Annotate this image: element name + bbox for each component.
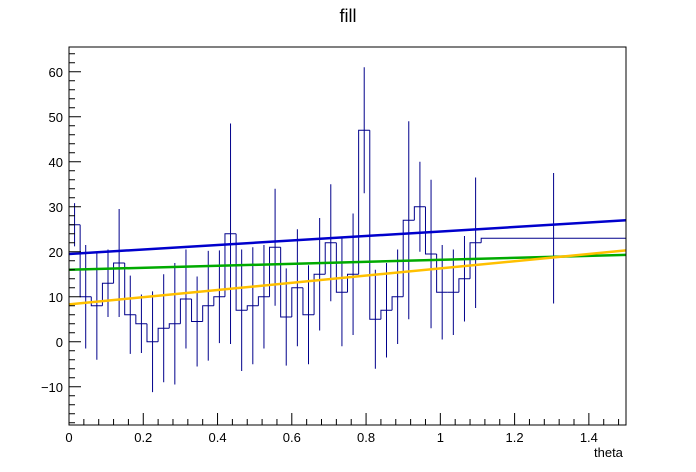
histogram-bin	[224, 233, 237, 297]
histogram-bin	[313, 273, 326, 315]
x-tick-label: 0	[65, 430, 72, 445]
histogram-bin	[101, 282, 114, 306]
x-tick-label: 1	[437, 430, 444, 445]
fit-line-2	[68, 253, 627, 271]
y-tick-label: 40	[49, 155, 63, 170]
histogram-bin	[168, 323, 181, 329]
histogram-bin	[369, 130, 381, 320]
y-tick-label: −10	[41, 380, 63, 395]
chart-title: fill	[339, 6, 357, 26]
histogram-bin	[135, 314, 147, 325]
histogram-bin	[146, 323, 159, 343]
histogram-bin	[90, 296, 103, 307]
histogram-bin	[302, 287, 315, 316]
y-tick-label: 20	[49, 245, 63, 260]
x-tick-label: 1.4	[580, 430, 598, 445]
histogram-bin	[424, 206, 437, 255]
histogram-bin	[380, 309, 393, 320]
histogram-bin	[291, 287, 303, 317]
histogram-bin	[480, 237, 626, 243]
histogram-bin	[213, 296, 225, 306]
x-tick-label: 0.8	[357, 430, 375, 445]
y-tick-label: 10	[49, 290, 63, 305]
plot-frame	[68, 46, 627, 426]
fit-line-layer	[68, 219, 627, 306]
histogram-bin	[179, 298, 192, 324]
histogram-bin	[280, 247, 292, 318]
histogram-bin	[246, 305, 259, 311]
histogram-bin	[157, 327, 170, 342]
histogram-bin	[113, 262, 125, 284]
histogram-bin	[458, 278, 471, 293]
x-tick-label: 0.4	[208, 430, 226, 445]
histogram-bin	[391, 296, 404, 311]
histogram-bin	[347, 273, 359, 293]
histogram-bin	[202, 305, 214, 322]
fit-line-3	[68, 249, 627, 306]
y-tick-label: 30	[49, 200, 63, 215]
histogram-bin	[257, 296, 270, 306]
y-tick-label: 0	[56, 335, 63, 350]
y-tick-label: 50	[49, 110, 63, 125]
histogram-bin	[358, 129, 370, 275]
axes: 0 0.2 0.4 0.6 0.8 1 1.2 1.4 −10 0 10 20 30 40 50 60	[41, 46, 627, 445]
x-tick-label: 0.2	[134, 430, 152, 445]
histogram-bin	[124, 263, 136, 316]
fit-line-1	[68, 219, 627, 256]
x-tick-label: 1.2	[506, 430, 524, 445]
x-axis-label: theta	[594, 445, 623, 460]
histogram-bin	[436, 254, 448, 293]
histogram-bin	[191, 299, 203, 322]
histogram-bin	[335, 242, 348, 293]
y-tick-label: 60	[49, 65, 63, 80]
histogram-bin	[413, 206, 426, 221]
histogram-bin	[235, 233, 248, 311]
histogram-bin	[269, 246, 281, 297]
x-tick-label: 0.6	[283, 430, 301, 445]
